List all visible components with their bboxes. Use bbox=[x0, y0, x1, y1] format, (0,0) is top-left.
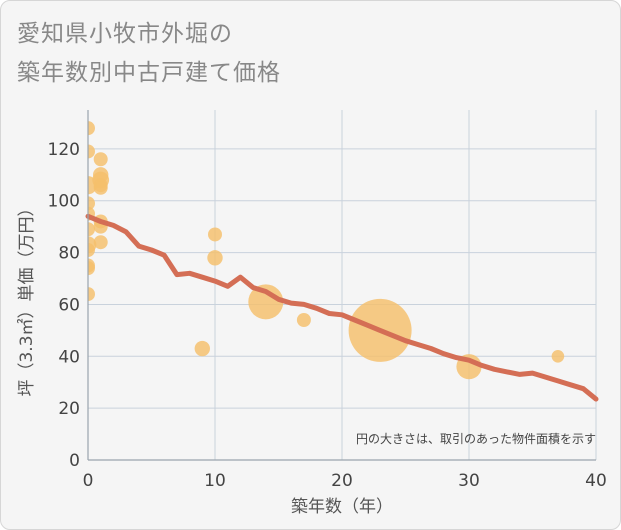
data-point bbox=[194, 340, 210, 357]
data-point bbox=[88, 261, 95, 276]
data-point bbox=[93, 180, 108, 195]
x-axis-label: 築年数（年） bbox=[291, 497, 393, 517]
y-tick-label: 60 bbox=[58, 295, 80, 315]
y-tick-label: 40 bbox=[58, 347, 80, 367]
y-tick-label: 0 bbox=[69, 451, 80, 471]
grid-lines bbox=[87, 110, 597, 461]
chart-title-line2: 築年数別中古戸建て価格 bbox=[17, 60, 281, 86]
x-tick-label: 30 bbox=[458, 471, 480, 491]
y-axis-label: 坪（3.3㎡）単価（万円） bbox=[17, 199, 37, 396]
y-tick-label: 120 bbox=[48, 140, 80, 160]
axes: 0 10 20 30 40 0 20 40 60 80 100 120 bbox=[48, 110, 607, 491]
data-point bbox=[88, 243, 95, 257]
data-point bbox=[551, 349, 565, 363]
trend-series-line bbox=[85, 213, 599, 402]
y-tick-label: 20 bbox=[58, 399, 80, 419]
size-note: 円の大きさは、取引のあった物件面積を示す bbox=[356, 431, 596, 446]
data-point bbox=[88, 222, 95, 237]
data-point bbox=[88, 287, 95, 302]
trend-line bbox=[85, 213, 599, 402]
chart-title-line1: 愛知県小牧市外堀の bbox=[17, 21, 233, 47]
data-point bbox=[88, 121, 95, 136]
data-point bbox=[88, 144, 95, 159]
x-tick-label: 40 bbox=[585, 471, 607, 491]
x-tick-label: 10 bbox=[204, 471, 226, 491]
data-point bbox=[296, 313, 311, 327]
x-tick-label: 20 bbox=[331, 471, 353, 491]
x-tick-label: 0 bbox=[83, 471, 94, 491]
data-point bbox=[88, 196, 95, 211]
data-point bbox=[93, 152, 108, 167]
y-tick-label: 80 bbox=[58, 244, 80, 264]
data-point bbox=[93, 235, 108, 250]
data-point bbox=[248, 284, 284, 320]
y-tick-label: 100 bbox=[48, 192, 80, 212]
data-point bbox=[207, 250, 223, 266]
data-point bbox=[208, 227, 222, 242]
